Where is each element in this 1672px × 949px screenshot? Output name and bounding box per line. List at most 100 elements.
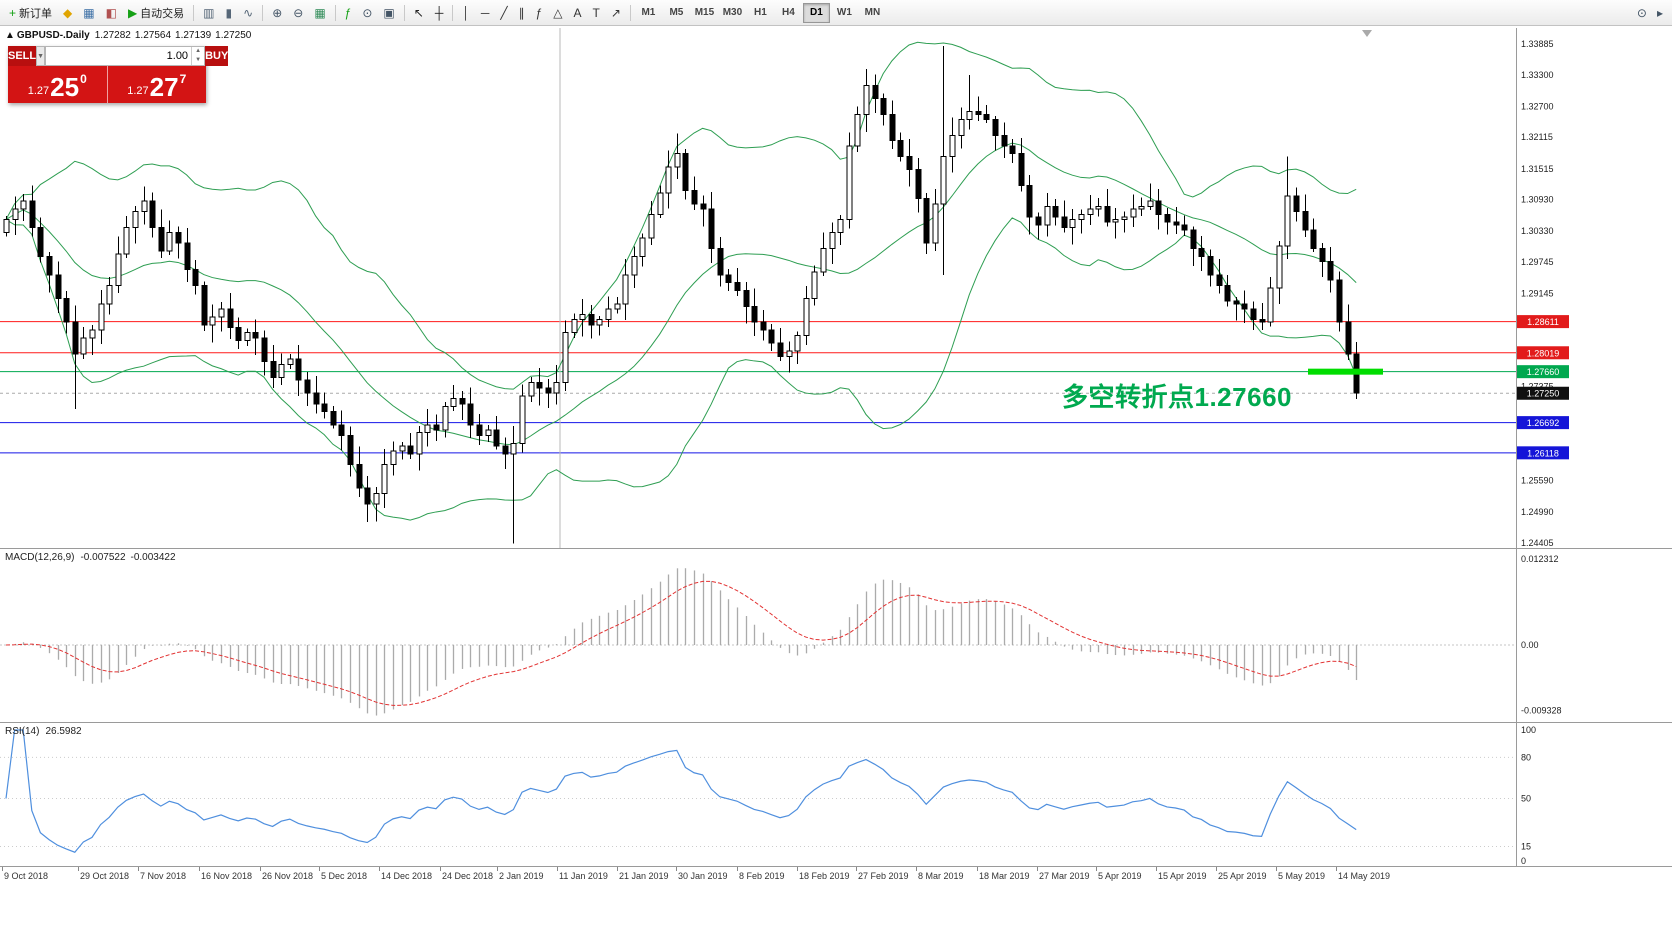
periods-button[interactable]: ⊙ bbox=[357, 2, 377, 24]
fibonacci-icon: ƒ bbox=[535, 5, 543, 20]
fibonacci-button[interactable]: ƒ bbox=[531, 2, 548, 24]
price-tick-label: 1.24990 bbox=[1521, 507, 1554, 517]
price-tick-label: 1.27375 bbox=[1521, 382, 1554, 392]
autotrading-button-label: 自动交易 bbox=[140, 7, 185, 20]
timeframe-d1-button[interactable]: D1 bbox=[802, 2, 830, 23]
macd-histogram bbox=[14, 568, 1358, 716]
macd-signal-value: -0.003422 bbox=[130, 552, 176, 563]
market-watch-button[interactable]: ▦ bbox=[78, 2, 99, 24]
text-label-button[interactable]: T bbox=[588, 2, 605, 24]
price-tick-label: 1.30330 bbox=[1521, 226, 1554, 236]
pivot-highlight-segment[interactable] bbox=[1308, 368, 1383, 375]
new-order-icon: + bbox=[9, 5, 17, 20]
quick-navigation-button[interactable]: ▸ bbox=[1652, 2, 1668, 24]
sell-price-button[interactable]: 1.27 25 0 bbox=[8, 66, 108, 103]
price-tick-label: 1.24405 bbox=[1521, 538, 1554, 548]
high-value: 1.27564 bbox=[134, 30, 172, 41]
rsi-axis-label: 50 bbox=[1521, 794, 1531, 804]
rsi-label: RSI(14) 26.5982 bbox=[5, 726, 87, 737]
crosshair-button[interactable]: ┼ bbox=[430, 2, 449, 24]
rsi-panel bbox=[0, 729, 1516, 853]
market-watch-icon: ▦ bbox=[83, 5, 95, 20]
price-tag-label: 1.26118 bbox=[1527, 448, 1559, 458]
timeframe-m30-button[interactable]: M30 bbox=[722, 6, 743, 18]
bar-chart-button[interactable]: ▥ bbox=[198, 2, 219, 24]
chart-profiles-icon: ◆ bbox=[63, 5, 73, 20]
toolbar-separator bbox=[193, 4, 195, 21]
new-order-button[interactable]: + 新订单 bbox=[4, 2, 57, 24]
tile-windows-button[interactable]: ▦ bbox=[309, 2, 330, 24]
price-tag-label: 1.28611 bbox=[1527, 317, 1559, 327]
timeframe-m5-button[interactable]: M5 bbox=[669, 6, 684, 18]
text-button[interactable]: A bbox=[569, 2, 587, 24]
zoom-in-button[interactable]: ⊕ bbox=[267, 2, 287, 24]
subwindow-collapse-icon[interactable]: ▲ bbox=[5, 30, 15, 41]
shapes-button[interactable]: △ bbox=[548, 2, 567, 24]
toolbar-separator bbox=[629, 4, 631, 21]
vertical-line-button[interactable]: │ bbox=[457, 2, 475, 24]
new-order-button-label: 新订单 bbox=[19, 7, 53, 20]
search-button[interactable]: ⊙ bbox=[1632, 2, 1652, 24]
volume-spinner[interactable]: ▲ ▼ bbox=[191, 47, 204, 65]
horizontal-line-button[interactable]: ─ bbox=[476, 2, 495, 24]
timeframe-m15-button[interactable]: M15 bbox=[694, 6, 715, 18]
price-tag-label: 1.26692 bbox=[1527, 418, 1560, 428]
search-icon: ⊙ bbox=[1636, 5, 1647, 20]
sell-price-big: 25 bbox=[50, 72, 80, 102]
timeframe-h4-button[interactable]: H4 bbox=[782, 6, 795, 18]
time-tick-label: 14 Dec 2018 bbox=[381, 871, 432, 881]
indicators-button[interactable]: ƒ bbox=[340, 2, 357, 24]
equidistant-channel-button[interactable]: ∥ bbox=[514, 2, 530, 24]
buy-price-button[interactable]: 1.27 27 7 bbox=[107, 66, 206, 103]
price-tag-label: 1.27660 bbox=[1527, 367, 1560, 377]
quick-navigation-icon: ▸ bbox=[1656, 5, 1663, 20]
spinner-up-icon[interactable]: ▲ bbox=[195, 48, 202, 54]
time-tick-label: 24 Dec 2018 bbox=[442, 871, 493, 881]
timeframe-h1-button[interactable]: H1 bbox=[754, 6, 767, 18]
macd-axis-label: 0.012312 bbox=[1521, 554, 1559, 564]
line-chart-icon: ∿ bbox=[243, 5, 254, 20]
buy-button[interactable]: BUY bbox=[205, 46, 229, 66]
time-axis[interactable]: 9 Oct 2018 29 Oct 2018 7 Nov 2018 16 Nov 20… bbox=[2, 867, 1391, 881]
order-options-dropdown[interactable]: ▼ bbox=[36, 46, 46, 66]
time-tick-label: 2 Jan 2019 bbox=[499, 871, 544, 881]
equidistant-channel-icon: ∥ bbox=[518, 5, 525, 20]
macd-panel bbox=[0, 568, 1516, 716]
time-tick-label: 26 Nov 2018 bbox=[262, 871, 313, 881]
time-tick-label: 25 Apr 2019 bbox=[1218, 871, 1267, 881]
price-tick-label: 1.30930 bbox=[1521, 195, 1554, 205]
chart-shift-marker[interactable] bbox=[1362, 30, 1372, 37]
navigator-button[interactable]: ◧ bbox=[101, 2, 122, 24]
rsi-axis-label: 100 bbox=[1521, 725, 1536, 735]
timeframe-mn-button[interactable]: MN bbox=[864, 6, 881, 18]
rsi-axis-label: 80 bbox=[1521, 752, 1531, 762]
time-tick-label: 5 Apr 2019 bbox=[1098, 871, 1142, 881]
zoom-out-button[interactable]: ⊖ bbox=[288, 2, 308, 24]
candlestick-chart-button[interactable]: ▮ bbox=[221, 2, 238, 24]
pivot-annotation[interactable]: 多空转折点1.27660 bbox=[1062, 382, 1292, 412]
timeframe-m1-button[interactable]: M1 bbox=[641, 6, 656, 18]
zoom-in-icon: ⊕ bbox=[272, 5, 283, 20]
price-axis[interactable]: 1.33885 1.33300 1.32700 1.32115 1.31515 1.309… bbox=[1517, 39, 1569, 866]
rsi-axis-label: 0 bbox=[1521, 856, 1526, 866]
time-tick-label: 27 Feb 2019 bbox=[858, 871, 909, 881]
line-chart-button[interactable]: ∿ bbox=[238, 2, 258, 24]
timeframe-w1-button[interactable]: W1 bbox=[836, 6, 852, 18]
macd-axis-label: -0.009328 bbox=[1521, 705, 1562, 715]
rsi-line bbox=[5, 729, 1357, 853]
autotrading-button[interactable]: ▶ 自动交易 bbox=[123, 2, 189, 24]
sell-button[interactable]: SELL bbox=[8, 46, 37, 66]
rsi-name: RSI(14) bbox=[5, 726, 40, 737]
chart-profiles-button[interactable]: ◆ bbox=[58, 2, 77, 24]
price-tick-label: 1.29745 bbox=[1521, 257, 1554, 267]
templates-button[interactable]: ▣ bbox=[378, 2, 399, 24]
price-tick-label: 1.32700 bbox=[1521, 101, 1554, 111]
arrows-button[interactable]: ↗ bbox=[606, 2, 626, 24]
volume-input[interactable] bbox=[46, 47, 192, 65]
trendline-button[interactable]: ╱ bbox=[495, 2, 512, 24]
spinner-down-icon[interactable]: ▼ bbox=[195, 57, 202, 63]
bollinger-lower bbox=[5, 217, 1357, 521]
cursor-button[interactable]: ↖ bbox=[409, 2, 429, 24]
